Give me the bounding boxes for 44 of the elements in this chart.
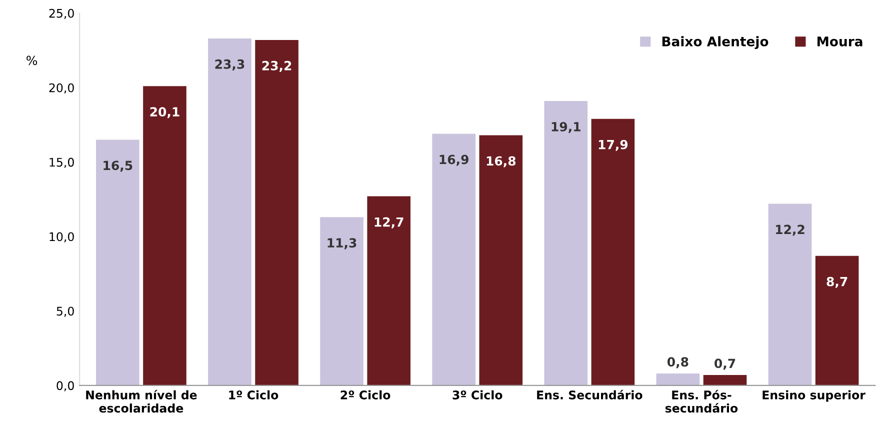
data-label: 12,7	[374, 217, 404, 228]
data-label: 23,2	[262, 60, 292, 72]
data-label: 20,1	[150, 107, 180, 118]
bar	[544, 101, 588, 386]
x-tick-label: Ensino superior	[762, 390, 866, 402]
y-tick-label: 5,0	[56, 306, 74, 317]
bar	[96, 140, 140, 386]
bar	[656, 374, 700, 386]
bar	[479, 135, 523, 386]
data-label: 16,8	[486, 156, 516, 168]
y-tick-label: 25,0	[49, 8, 74, 19]
x-tick-label: Ens. Secundário	[537, 390, 642, 400]
y-tick-label: 10,0	[50, 232, 74, 242]
data-label: 12,2	[776, 224, 804, 236]
data-label: 0,8	[667, 357, 688, 368]
bar	[320, 217, 364, 386]
x-tick-label: Nenhum nível de escolaridade	[86, 390, 197, 413]
bar	[591, 118, 635, 386]
bar	[703, 375, 747, 386]
x-tick-label: 3º Ciclo	[452, 390, 502, 400]
bar	[432, 134, 476, 386]
data-label: 16,5	[104, 160, 132, 172]
legend-label: Baixo Alentejo	[662, 36, 768, 50]
bar	[255, 40, 298, 386]
bar	[768, 204, 812, 386]
y-tick-label: 15,0	[50, 158, 74, 168]
bar	[815, 256, 859, 386]
data-label: 11,3	[328, 238, 356, 250]
bar	[367, 196, 410, 386]
y-tick-label: 20,0	[49, 83, 74, 94]
data-label: 19,1	[552, 122, 580, 134]
bar	[143, 86, 186, 386]
data-label: 8,7	[826, 276, 848, 288]
bar	[208, 38, 252, 386]
data-label: 16,9	[440, 154, 468, 166]
data-label: 0,7	[714, 358, 736, 370]
data-label: 17,9	[598, 140, 628, 151]
y-axis-title: %	[26, 56, 38, 66]
x-tick-label: 2º Ciclo	[340, 390, 390, 400]
x-tick-label: 1º Ciclo	[229, 390, 278, 400]
x-tick-label: Ens. Pós- secundário	[665, 390, 738, 413]
data-label: 23,3	[215, 59, 244, 70]
y-tick-label: 0,0	[56, 381, 74, 392]
legend-label: Moura	[818, 36, 862, 46]
